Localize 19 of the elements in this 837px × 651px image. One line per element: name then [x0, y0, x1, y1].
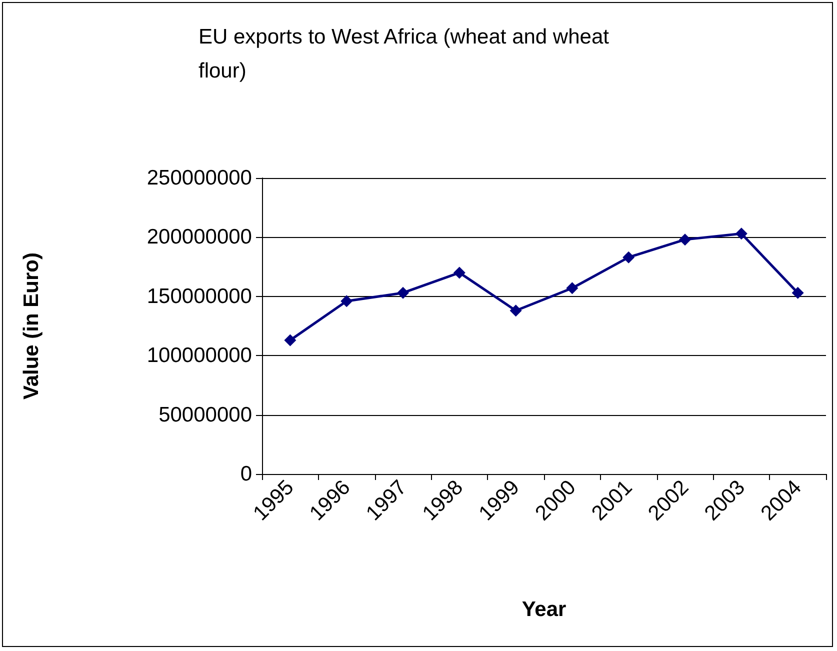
- point: [453, 266, 466, 279]
- y-axis-title: Value (in Euro): [20, 252, 43, 400]
- y-tick-label: 250000000: [146, 166, 252, 190]
- y-tick-label: 0: [240, 462, 252, 486]
- y-tick-label: 50000000: [158, 403, 252, 426]
- point: [510, 304, 522, 317]
- point: [397, 286, 409, 299]
- y-tick-label: 100000000: [146, 344, 252, 368]
- y-tick-label: 200000000: [146, 226, 252, 249]
- x-axis-title: Year: [522, 598, 566, 621]
- point: [566, 282, 578, 294]
- point: [679, 234, 691, 246]
- point: [622, 251, 635, 264]
- point: [340, 295, 353, 308]
- point: [735, 228, 748, 240]
- y-tick-label: 150000000: [146, 284, 252, 308]
- point: [284, 334, 296, 346]
- point: [792, 286, 804, 299]
- chart-title: EU exports to West Africa (wheat and wheat flour): [198, 26, 615, 82]
